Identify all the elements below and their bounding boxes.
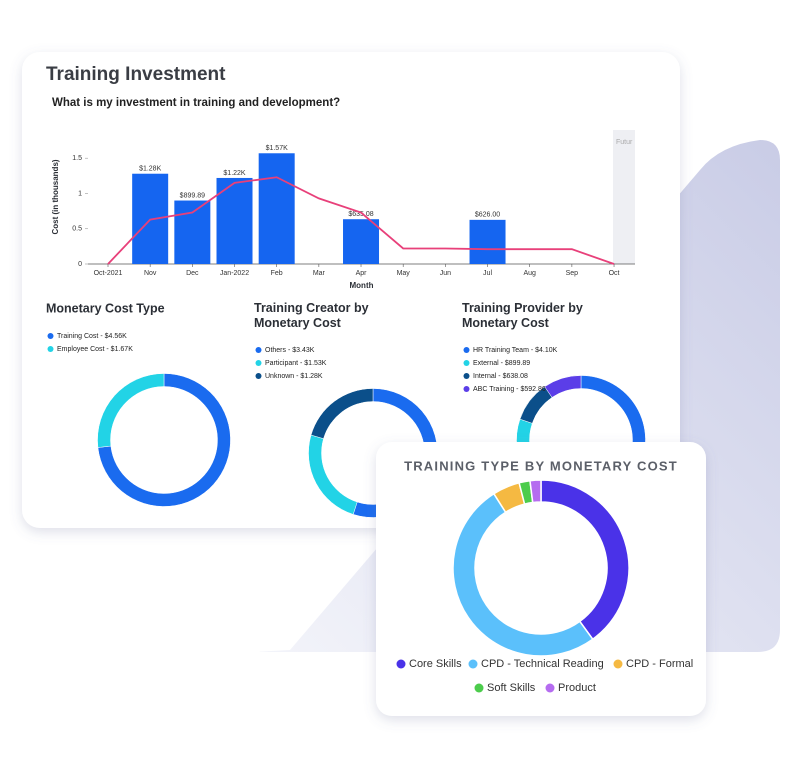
legend-marker [463, 386, 470, 392]
legend-label: External - $899.89 [473, 360, 530, 367]
chart-title: Training Provider by Monetary Cost [462, 301, 583, 330]
legend-marker [396, 659, 406, 669]
x-tick-label: Mar [313, 270, 326, 277]
card-background [376, 442, 706, 716]
legend-label: Employee Cost - $1.67K [57, 346, 133, 353]
bar [343, 219, 380, 264]
chart-title: TRAINING TYPE BY MONETARY COST [404, 458, 678, 473]
legend-marker [255, 373, 262, 379]
legend-marker [255, 360, 262, 366]
chart-title: Training Creator by Monetary Cost [254, 301, 369, 330]
y-tick-label: 0 [78, 261, 82, 268]
data-label: $1.22K [223, 170, 246, 177]
y-axis-label: Cost (in thousands) [51, 159, 60, 234]
legend-label: CPD - Formal [626, 658, 693, 670]
x-tick-label: Nov [144, 270, 157, 277]
y-tick-label: 1.5 [72, 155, 82, 162]
legend-label: ABC Training - $592.86 [473, 386, 546, 393]
y-tick-label: 0.5 [72, 226, 82, 233]
legend-label: Unknown - $1.28K [265, 373, 323, 380]
legend-marker [47, 333, 54, 339]
x-tick-label: Dec [186, 270, 199, 277]
x-tick-label: Jul [483, 270, 492, 277]
x-tick-label: Oct [609, 270, 620, 277]
legend-marker [463, 360, 470, 366]
legend-marker [255, 347, 262, 353]
x-tick-label: Sep [566, 270, 579, 277]
donut-segment [529, 479, 542, 504]
x-axis-label: Month [350, 281, 374, 290]
data-label: $626.00 [475, 212, 500, 219]
legend-marker [47, 346, 54, 352]
legend-marker [468, 659, 478, 669]
line [107, 176, 615, 265]
donut-segment [97, 373, 231, 507]
bar [174, 200, 211, 264]
legend-label: Core Skills [409, 658, 462, 670]
legend-marker [463, 347, 470, 353]
bar [258, 153, 295, 264]
legend-label: Soft Skills [487, 682, 536, 694]
x-tick-label: Feb [271, 270, 283, 277]
y-tick-label: 1 [78, 190, 82, 197]
x-tick-label: Oct-2021 [94, 270, 123, 277]
donut-segment [544, 375, 582, 398]
donut-segment [452, 492, 594, 657]
dashboard-card: Training Investment What is my investmen… [22, 52, 680, 528]
future-band [613, 130, 635, 264]
data-label: $635.08 [348, 211, 373, 218]
x-tick-label: Aug [523, 270, 536, 277]
legend-marker [613, 659, 623, 669]
x-tick-label: Jan-2022 [220, 270, 249, 277]
dashboard-title: Training Investment [46, 64, 226, 85]
data-label: $1.57K [266, 145, 289, 152]
legend-label: Product [558, 682, 596, 694]
future-label: Futur [616, 139, 633, 146]
legend-label: Internal - $638.08 [473, 373, 528, 380]
legend-label: CPD - Technical Reading [481, 658, 604, 670]
donut-segment [310, 388, 374, 439]
legend-label: Others - $3.43K [265, 347, 315, 354]
chart-title: Monetary Cost Type [46, 301, 165, 315]
data-label: $899.89 [180, 192, 205, 199]
x-tick-label: May [397, 270, 411, 277]
card-background [22, 52, 680, 528]
legend-marker [474, 683, 484, 693]
training-type-card: TRAINING TYPE BY MONETARY COST Core Skill… [376, 442, 706, 716]
x-tick-label: Jun [440, 270, 451, 277]
bar [469, 219, 506, 264]
legend-label: Participant - $1.53K [265, 360, 327, 367]
data-label: $1.28K [139, 166, 162, 173]
legend-marker [545, 683, 555, 693]
legend-label: HR Training Team - $4.10K [473, 347, 558, 354]
legend-marker [463, 373, 470, 379]
legend-label: Training Cost - $4.56K [57, 333, 127, 340]
chart-subtitle: What is my investment in training and de… [52, 97, 340, 109]
x-tick-label: Apr [356, 270, 368, 277]
